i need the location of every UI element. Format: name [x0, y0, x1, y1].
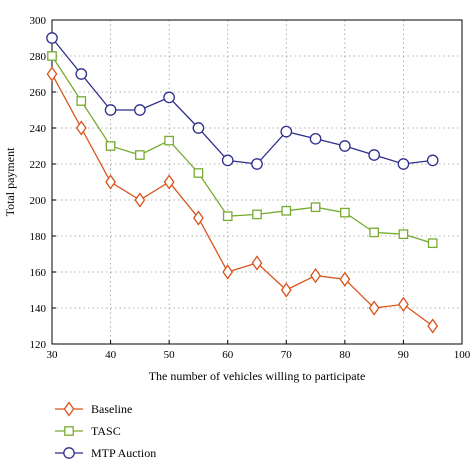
x-tick-label: 80 [339, 349, 351, 361]
y-tick-label: 280 [30, 51, 47, 63]
y-axis-title: Total payment [3, 147, 17, 216]
data-point [340, 207, 350, 218]
data-point [339, 140, 351, 152]
data-point [398, 296, 409, 313]
y-tick-label: 240 [30, 123, 47, 135]
series-group [46, 32, 439, 334]
series-tasc [47, 51, 438, 249]
x-tick-label: 100 [454, 349, 471, 361]
data-point [47, 51, 57, 61]
data-point [46, 66, 58, 82]
y-tick-label: 260 [30, 87, 47, 99]
data-point [75, 68, 88, 80]
data-point [105, 174, 116, 190]
x-tick-label: 30 [47, 349, 59, 361]
y-tick-label: 120 [30, 339, 47, 351]
x-tick-label: 90 [398, 349, 410, 361]
data-point [309, 132, 322, 145]
x-tick-label: 70 [281, 349, 293, 361]
data-point [76, 96, 87, 106]
legend-item: Baseline [55, 401, 132, 417]
data-point [398, 229, 409, 240]
x-tick-label: 60 [222, 349, 234, 361]
data-point [339, 271, 351, 287]
data-point [134, 192, 146, 208]
legend-label: Baseline [91, 402, 132, 416]
data-point [104, 104, 117, 116]
legend-item: MTP Auction [55, 446, 156, 460]
data-point [222, 211, 233, 222]
x-axis-title: The number of vehicles willing to partic… [149, 369, 366, 383]
y-tick-label: 140 [30, 303, 47, 315]
legend-item: TASC [55, 424, 121, 438]
data-point [163, 174, 175, 190]
y-tick-label: 200 [30, 195, 47, 207]
data-point [134, 104, 146, 116]
data-point [368, 149, 380, 161]
legend-label: TASC [91, 424, 121, 438]
data-point [135, 150, 145, 160]
data-point [310, 267, 321, 284]
data-point [251, 255, 263, 271]
axis-ticks: 30 40 50 60 70 80 90 100 120 140 160 180 200 220 240 26… [30, 15, 471, 361]
legend: Baseline TASC MTP Auction [55, 401, 156, 460]
legend-marker [63, 447, 75, 459]
legend-marker [63, 401, 75, 417]
legend-marker [64, 426, 74, 436]
y-tick-label: 160 [30, 267, 47, 279]
data-point [427, 238, 438, 249]
data-point [252, 209, 262, 220]
data-point [280, 125, 293, 138]
series-line [51, 55, 433, 244]
data-point [251, 158, 263, 170]
data-point [427, 318, 439, 334]
series-mtp-auction [46, 32, 439, 170]
data-point [310, 202, 321, 213]
data-point [164, 135, 174, 146]
x-tick-label: 40 [105, 349, 117, 361]
y-tick-label: 180 [30, 231, 47, 243]
data-point [280, 282, 292, 298]
data-point [426, 154, 439, 167]
data-point [75, 120, 87, 136]
data-point [46, 32, 58, 44]
series-baseline [46, 66, 439, 334]
y-tick-label: 300 [30, 15, 47, 27]
y-tick-label: 220 [30, 159, 47, 171]
plot-frame [51, 19, 463, 345]
grid [52, 20, 462, 344]
data-point [368, 300, 380, 316]
data-point [281, 205, 292, 216]
data-point [397, 158, 410, 170]
series-line [51, 73, 434, 327]
data-point [163, 91, 175, 104]
x-tick-label: 50 [164, 349, 176, 361]
data-point [193, 168, 204, 178]
data-point [222, 264, 234, 280]
data-point [369, 227, 379, 238]
data-point [192, 122, 205, 134]
data-point [221, 154, 234, 167]
data-point [105, 141, 116, 151]
legend-label: MTP Auction [91, 446, 156, 460]
data-point [193, 210, 204, 226]
